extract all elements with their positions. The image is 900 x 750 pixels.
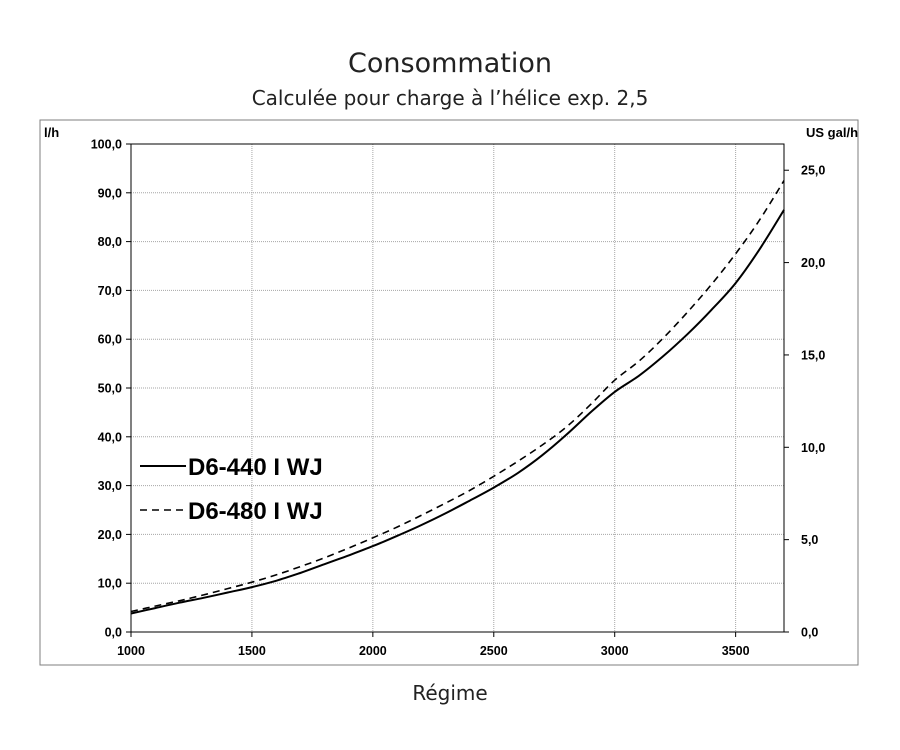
y-tick-label: 20,0 — [98, 528, 122, 542]
tick-labels: 1000 1500 2000 2500 3000 3500 0,0 10,0 20,0 30,0 4… — [91, 138, 826, 659]
grid-lines — [131, 144, 784, 632]
y-tick-label: 50,0 — [98, 382, 122, 396]
series-line-d6-480 — [130, 180, 785, 613]
y2-tick-label: 0,0 — [801, 626, 818, 640]
y-tick-label: 30,0 — [98, 479, 122, 493]
y-tick-label: 60,0 — [98, 333, 122, 347]
y-tick-label: 10,0 — [98, 577, 122, 591]
y-tick-label: 90,0 — [98, 186, 122, 200]
y2-axis-label: US gal/h — [806, 125, 858, 140]
y2-tick-label: 5,0 — [801, 533, 818, 547]
legend: D6-440 I WJ D6-480 I WJ — [140, 454, 323, 525]
x-tick-label: 2500 — [480, 644, 508, 658]
x-tick-label: 1000 — [117, 644, 145, 658]
y2-tick-label: 10,0 — [801, 441, 825, 455]
y-tick-label: 100,0 — [91, 138, 122, 152]
y-tick-label: 0,0 — [105, 626, 122, 640]
x-tick-label: 3500 — [722, 644, 750, 658]
y2-tick-label: 15,0 — [801, 348, 825, 362]
y-axis-label: l/h — [44, 125, 59, 140]
chart-title: Consommation — [348, 48, 552, 79]
chart-area-border — [39, 119, 859, 666]
x-tick-label: 1500 — [238, 644, 266, 658]
y2-tick-label: 20,0 — [801, 256, 825, 270]
y-tick-label: 40,0 — [98, 430, 122, 444]
x-axis-title: Régime — [412, 681, 488, 705]
series-lines — [130, 180, 785, 615]
x-tick-label: 2000 — [359, 644, 387, 658]
y-tick-label: 80,0 — [98, 235, 122, 249]
legend-label-d6-480: D6-480 I WJ — [188, 498, 323, 525]
x-tick-label: 3000 — [601, 644, 629, 658]
y2-tick-label: 25,0 — [801, 164, 825, 178]
chart-subtitle: Calculée pour charge à l’hélice exp. 2,5 — [251, 86, 649, 110]
series-line-d6-440 — [130, 209, 785, 615]
legend-label-d6-440: D6-440 I WJ — [188, 454, 323, 481]
y-tick-label: 70,0 — [98, 284, 122, 298]
